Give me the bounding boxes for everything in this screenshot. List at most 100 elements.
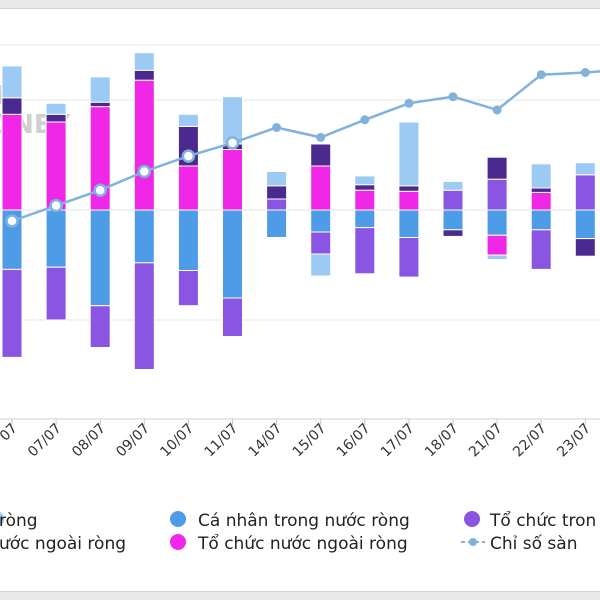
x-tick-label-9: 17/07 (378, 421, 418, 461)
bar-segment-16-07-s1[interactable] (354, 189, 376, 211)
bar-segment-21-07-s0[interactable] (486, 209, 508, 236)
bar-segment-08-07-s2[interactable] (89, 305, 111, 349)
bar-segment-14-07-s3[interactable] (266, 185, 288, 200)
bar-segment-07-07-s2[interactable] (45, 266, 67, 321)
x-tick-label-5: 11/07 (201, 421, 241, 461)
index-point-2[interactable] (93, 183, 107, 197)
bar-segment-06-07-s1[interactable] (1, 113, 23, 211)
bar-segment-18-07-s0[interactable] (442, 209, 464, 231)
x-tick-label-4: 10/07 (157, 421, 197, 461)
x-tick-label-1: 07/07 (25, 421, 65, 461)
bar-segment-22-07-s2[interactable] (530, 229, 552, 270)
bar-segment-21-07-s3[interactable] (486, 156, 508, 180)
x-tick-label-8: 16/07 (334, 421, 374, 461)
bar-segment-06-07-s4[interactable] (1, 65, 23, 99)
index-point-12[interactable] (536, 70, 546, 80)
index-point-9[interactable] (404, 98, 414, 108)
legend-marker-4 (170, 534, 186, 550)
bar-segment-14-07-s0[interactable] (266, 209, 288, 238)
bar-segment-15-07-s0[interactable] (310, 209, 332, 233)
bar-segment-17-07-s1[interactable] (398, 190, 420, 211)
bar-segment-11-07-s2[interactable] (222, 297, 243, 337)
bar-segment-18-07-s4[interactable] (442, 180, 464, 191)
x-tick-label-11: 21/07 (466, 421, 506, 461)
bar-segment-09-07-s4[interactable] (133, 52, 155, 71)
bar-segment-16-07-s0[interactable] (354, 209, 376, 229)
bar-segment-07-07-s0[interactable] (45, 209, 67, 268)
index-point-8[interactable] (360, 115, 370, 125)
bar-segment-14-07-s4[interactable] (266, 171, 288, 187)
bar-segment-06-07-s2[interactable] (1, 268, 23, 358)
index-point-10[interactable] (448, 92, 458, 102)
legend-label-3: ước ngoài ròng (0, 534, 126, 554)
index-point-5[interactable] (225, 136, 240, 150)
bar-segment-21-07-s4[interactable] (486, 254, 508, 261)
bar-segment-23-07-s4[interactable] (574, 162, 596, 176)
bar-segment-16-07-s2[interactable] (354, 227, 376, 275)
index-point-3[interactable] (137, 164, 152, 179)
bar-segment-15-07-s2[interactable] (310, 231, 332, 255)
legend-label-1: Cá nhân trong nước ròng (198, 511, 410, 531)
legend-label-0: ròng (0, 511, 38, 531)
index-point-11[interactable] (492, 105, 502, 115)
bar-segment-06-07-s3[interactable] (1, 97, 23, 115)
x-tick-label-7: 15/07 (290, 421, 330, 461)
x-axis: 07 07/07 08/07 09/07 10/07 11/07 14/07 15/07 16/… (0, 419, 594, 460)
index-point-0[interactable] (5, 214, 19, 228)
legend-marker-5 (461, 538, 485, 546)
index-point-4[interactable] (181, 149, 196, 163)
bar-segment-07-07-s3[interactable] (45, 113, 67, 123)
bar-segment-15-07-s4[interactable] (310, 253, 332, 277)
bar-segment-17-07-s4[interactable] (398, 121, 420, 187)
index-point-7[interactable] (316, 132, 326, 142)
bar-segment-09-07-s1[interactable] (133, 79, 155, 211)
bar-segment-21-07-s2[interactable] (486, 178, 508, 211)
index-point-13[interactable] (580, 68, 590, 77)
bar-segment-17-07-s0[interactable] (398, 209, 420, 238)
bar-segment-11-07-s1[interactable] (222, 149, 243, 211)
bar-segment-10-07-s4[interactable] (177, 113, 199, 127)
bar-segment-07-07-s1[interactable] (45, 121, 67, 211)
bar-segment-15-07-s1[interactable] (310, 165, 332, 211)
x-tick-label-10: 18/07 (422, 421, 462, 461)
bar-segment-10-07-s0[interactable] (177, 209, 199, 271)
bar-segment-22-07-s0[interactable] (530, 209, 552, 231)
x-tick-label-13: 23/07 (554, 421, 594, 461)
bar-segment-22-07-s1[interactable] (530, 191, 552, 211)
bar-segment-10-07-s1[interactable] (177, 165, 199, 211)
bar-segment-15-07-s3[interactable] (310, 143, 332, 167)
legend-marker-1 (170, 511, 186, 527)
bar-segment-22-07-s3[interactable] (530, 187, 552, 193)
bar-segment-17-07-s2[interactable] (398, 237, 420, 278)
bar-segment-16-07-s3[interactable] (354, 184, 376, 191)
bar-segment-08-07-s0[interactable] (89, 209, 111, 307)
bar-segment-10-07-s2[interactable] (177, 270, 199, 307)
chart-card: H ONEY 0707/0708/0709/0710/0711/0714/071… (0, 8, 600, 592)
bar-segment-08-07-s3[interactable] (89, 101, 111, 108)
bar-segment-14-07-s2[interactable] (266, 198, 288, 211)
bar-segment-09-07-s3[interactable] (133, 69, 155, 81)
bar-segment-22-07-s4[interactable] (530, 163, 552, 189)
bar-segment-09-07-s2[interactable] (133, 262, 155, 370)
bar-segment-18-07-s3[interactable] (442, 229, 464, 237)
bar-segment-09-07-s0[interactable] (133, 209, 155, 264)
legend-label-4: Tổ chức nước ngoài ròng (197, 533, 408, 554)
index-line (5, 68, 600, 228)
bar-segment-07-07-s4[interactable] (45, 102, 67, 115)
bar-segment-11-07-s0[interactable] (222, 209, 243, 299)
legend: ròng Cá nhân trong nước ròng Tổ chức tro… (0, 510, 596, 554)
bar-segment-23-07-s0[interactable] (574, 209, 596, 240)
index-point-6[interactable] (272, 123, 282, 132)
bar-segment-21-07-s1[interactable] (486, 234, 508, 256)
index-point-1[interactable] (49, 198, 63, 213)
bar-segment-08-07-s4[interactable] (89, 76, 111, 103)
bar-segment-23-07-s3[interactable] (574, 238, 596, 257)
bar-segment-16-07-s4[interactable] (354, 175, 376, 186)
x-tick-label-6: 14/07 (246, 421, 286, 461)
legend-label-2: Tổ chức tron (489, 510, 596, 531)
x-tick-label-12: 22/07 (510, 421, 550, 461)
legend-marker-0 (0, 512, 4, 526)
bar-segment-18-07-s2[interactable] (442, 189, 464, 211)
bar-segment-17-07-s3[interactable] (398, 185, 420, 192)
bar-segment-23-07-s2[interactable] (574, 174, 596, 211)
